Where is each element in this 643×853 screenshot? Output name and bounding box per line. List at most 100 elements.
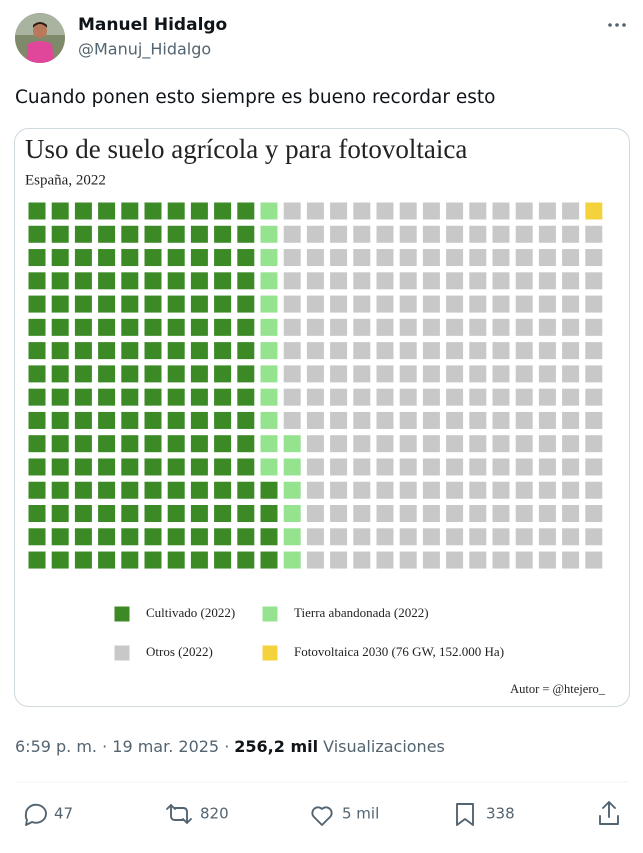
bookmark-button[interactable]: 338 — [456, 803, 515, 826]
waffle-cell — [214, 411, 232, 429]
waffle-cell — [538, 388, 556, 406]
waffle-cell — [330, 481, 348, 499]
author-handle[interactable]: @Manuj_Hidalgo — [78, 40, 211, 60]
timestamp[interactable]: 6:59 p. m. · 19 mar. 2025 · — [15, 737, 229, 756]
waffle-cell — [306, 505, 324, 523]
waffle-cell — [399, 411, 417, 429]
chart-source: Autor = @htejero_ — [510, 682, 606, 696]
waffle-cell — [283, 458, 301, 476]
waffle-cell — [330, 342, 348, 360]
waffle-cell — [492, 481, 510, 499]
waffle-cell — [330, 365, 348, 383]
waffle-cell — [422, 528, 440, 546]
waffle-cell — [74, 225, 92, 243]
waffle-cell — [515, 458, 533, 476]
waffle-cell — [353, 551, 371, 569]
waffle-cell — [330, 551, 348, 569]
waffle-cell — [237, 249, 255, 267]
waffle-cell — [353, 202, 371, 220]
waffle-cell — [28, 365, 46, 383]
waffle-cell — [121, 411, 139, 429]
waffle-cell — [237, 295, 255, 313]
waffle-cell — [585, 365, 603, 383]
legend-label: Fotovoltaica 2030 (76 GW, 152.000 Ha) — [294, 644, 504, 659]
waffle-cell — [121, 365, 139, 383]
waffle-cell — [121, 551, 139, 569]
waffle-cell — [469, 411, 487, 429]
waffle-cell — [51, 528, 69, 546]
waffle-cell — [190, 342, 208, 360]
waffle-cell — [538, 318, 556, 336]
timestamp-line: 6:59 p. m. · 19 mar. 2025 · 256,2 mil Visu… — [15, 737, 445, 756]
waffle-cell — [74, 458, 92, 476]
waffle-cell — [353, 295, 371, 313]
waffle-cell — [237, 202, 255, 220]
legend-swatch — [114, 606, 130, 622]
waffle-cell — [492, 272, 510, 290]
waffle-cell — [237, 528, 255, 546]
waffle-cell — [469, 388, 487, 406]
waffle-cell — [214, 202, 232, 220]
waffle-cell — [283, 295, 301, 313]
avatar[interactable] — [15, 13, 65, 63]
chart-title: Uso de suelo agrícola y para fotovoltaic… — [25, 134, 467, 164]
waffle-cell — [515, 202, 533, 220]
waffle-cell — [515, 365, 533, 383]
waffle-cell — [283, 225, 301, 243]
waffle-cell — [74, 388, 92, 406]
waffle-cell — [399, 318, 417, 336]
waffle-cell — [492, 318, 510, 336]
waffle-cell — [585, 505, 603, 523]
waffle-cell — [237, 388, 255, 406]
waffle-cell — [121, 295, 139, 313]
waffle-cell — [585, 225, 603, 243]
waffle-cell — [585, 202, 603, 220]
waffle-cell — [353, 249, 371, 267]
waffle-cell — [121, 528, 139, 546]
waffle-cell — [446, 551, 464, 569]
waffle-cell — [422, 202, 440, 220]
waffle-cell — [399, 295, 417, 313]
waffle-cell — [51, 318, 69, 336]
waffle-cell — [28, 551, 46, 569]
waffle-cell — [492, 342, 510, 360]
waffle-cell — [306, 295, 324, 313]
author-name[interactable]: Manuel Hidalgo — [78, 15, 227, 35]
waffle-cell — [74, 365, 92, 383]
waffle-cell — [260, 342, 278, 360]
waffle-cell — [469, 458, 487, 476]
waffle-cell — [446, 342, 464, 360]
retweet-button[interactable]: 820 — [166, 804, 229, 824]
waffle-cell — [353, 411, 371, 429]
waffle-cell — [585, 458, 603, 476]
waffle-cell — [422, 388, 440, 406]
waffle-cell — [190, 272, 208, 290]
tweet-text: Cuando ponen esto siempre es bueno recor… — [15, 87, 495, 108]
waffle-cell — [121, 505, 139, 523]
waffle-cell — [376, 528, 394, 546]
waffle-cell — [237, 272, 255, 290]
waffle-cell — [306, 365, 324, 383]
waffle-cell — [167, 505, 185, 523]
waffle-cell — [469, 202, 487, 220]
waffle-cell — [51, 342, 69, 360]
waffle-cell — [283, 342, 301, 360]
waffle-cell — [260, 318, 278, 336]
waffle-cell — [330, 272, 348, 290]
reply-button[interactable]: 47 — [24, 803, 73, 826]
waffle-cell — [399, 481, 417, 499]
more-button[interactable] — [608, 23, 626, 27]
waffle-cell — [492, 365, 510, 383]
waffle-cell — [260, 458, 278, 476]
waffle-cell — [144, 505, 162, 523]
waffle-cell — [376, 365, 394, 383]
waffle-cell — [260, 435, 278, 453]
share-button[interactable] — [599, 801, 619, 825]
waffle-cell — [167, 528, 185, 546]
waffle-cell — [121, 481, 139, 499]
like-button[interactable]: 5 mil — [311, 805, 379, 826]
waffle-cell — [74, 342, 92, 360]
waffle-cell — [214, 225, 232, 243]
waffle-cell — [422, 272, 440, 290]
waffle-cell — [585, 295, 603, 313]
